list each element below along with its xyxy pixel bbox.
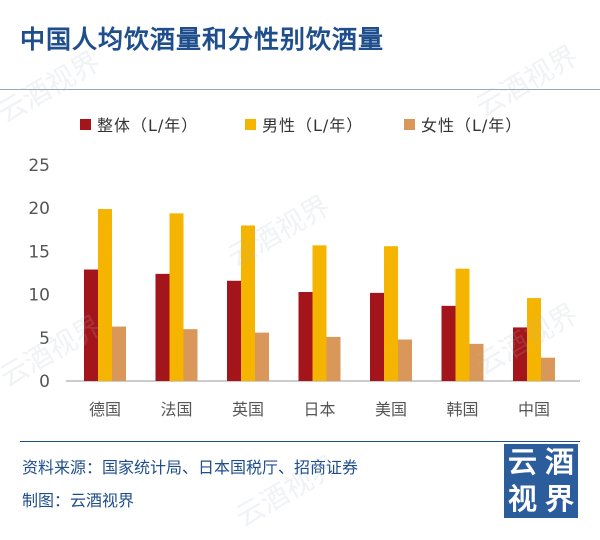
bar-overall (227, 280, 241, 381)
source-note: 资料来源：国家统计局、日本国税厅、招商证券 (22, 458, 359, 477)
bar-female (255, 332, 269, 381)
bar-female (398, 339, 412, 381)
bar-overall (513, 327, 527, 381)
logo-char: 酒 (544, 445, 574, 479)
legend-swatch-female (404, 118, 415, 130)
bar-overall (84, 269, 98, 381)
x-tick-label: 韩国 (446, 400, 478, 419)
bar-female (469, 343, 484, 381)
credit-note: 制图：云酒视界 (22, 491, 135, 510)
chart-title: 中国人均饮酒量和分性别饮酒量 (20, 25, 385, 54)
x-tick-label: 日本 (303, 400, 335, 419)
x-tick-label: 英国 (232, 400, 264, 419)
y-tick-label: 15 (28, 242, 50, 262)
bar-male (169, 213, 184, 381)
x-tick-label: 美国 (375, 400, 407, 419)
logo-char: 视 (507, 482, 537, 516)
legend-swatch-overall (80, 118, 91, 130)
bar-male (527, 298, 541, 381)
bar-male (312, 245, 327, 381)
bar-male (384, 246, 398, 381)
y-tick-label: 10 (28, 286, 50, 306)
y-tick-label: 25 (28, 156, 50, 176)
y-tick-label: 20 (28, 199, 50, 219)
legend-label-female: 女性（L/年） (421, 116, 523, 135)
y-tick-label: 5 (39, 329, 50, 349)
brand-logo: 云 酒 视 界 (504, 444, 578, 518)
bar-female (112, 326, 126, 381)
legend-label-overall: 整体（L/年） (97, 116, 199, 135)
bar-chart: 0 5 10 15 20 25 德国 法国 英国 日本 美国 韩国 中国 (28, 156, 580, 419)
legend-item-female: 女性（L/年） (404, 112, 522, 136)
x-tick-labels: 德国 法国 英国 日本 美国 韩国 中国 (89, 400, 550, 419)
y-tick-labels: 0 5 10 15 20 25 (28, 156, 50, 392)
bar-overall (441, 305, 456, 381)
bar-overall (298, 292, 313, 381)
y-tick-label: 0 (39, 372, 50, 392)
legend-swatch-male (245, 118, 256, 130)
bars (84, 209, 555, 381)
legend-item-male: 男性（L/年） (245, 112, 363, 136)
legend-label-male: 男性（L/年） (262, 116, 364, 135)
logo-char: 云 (507, 445, 537, 479)
x-tick-label: 中国 (518, 400, 550, 419)
bar-male (455, 268, 470, 381)
legend-item-overall: 整体（L/年） (80, 112, 198, 136)
title-divider (0, 89, 600, 90)
bar-overall (370, 292, 384, 381)
bar-male (241, 225, 255, 381)
bar-female (541, 357, 555, 381)
bar-overall (155, 273, 170, 381)
bar-female (326, 336, 341, 381)
source-divider (20, 441, 580, 442)
bar-male (98, 209, 112, 381)
bar-female (183, 329, 198, 381)
x-tick-label: 德国 (89, 400, 121, 419)
logo-char: 界 (544, 482, 574, 516)
x-tick-label: 法国 (160, 400, 192, 419)
